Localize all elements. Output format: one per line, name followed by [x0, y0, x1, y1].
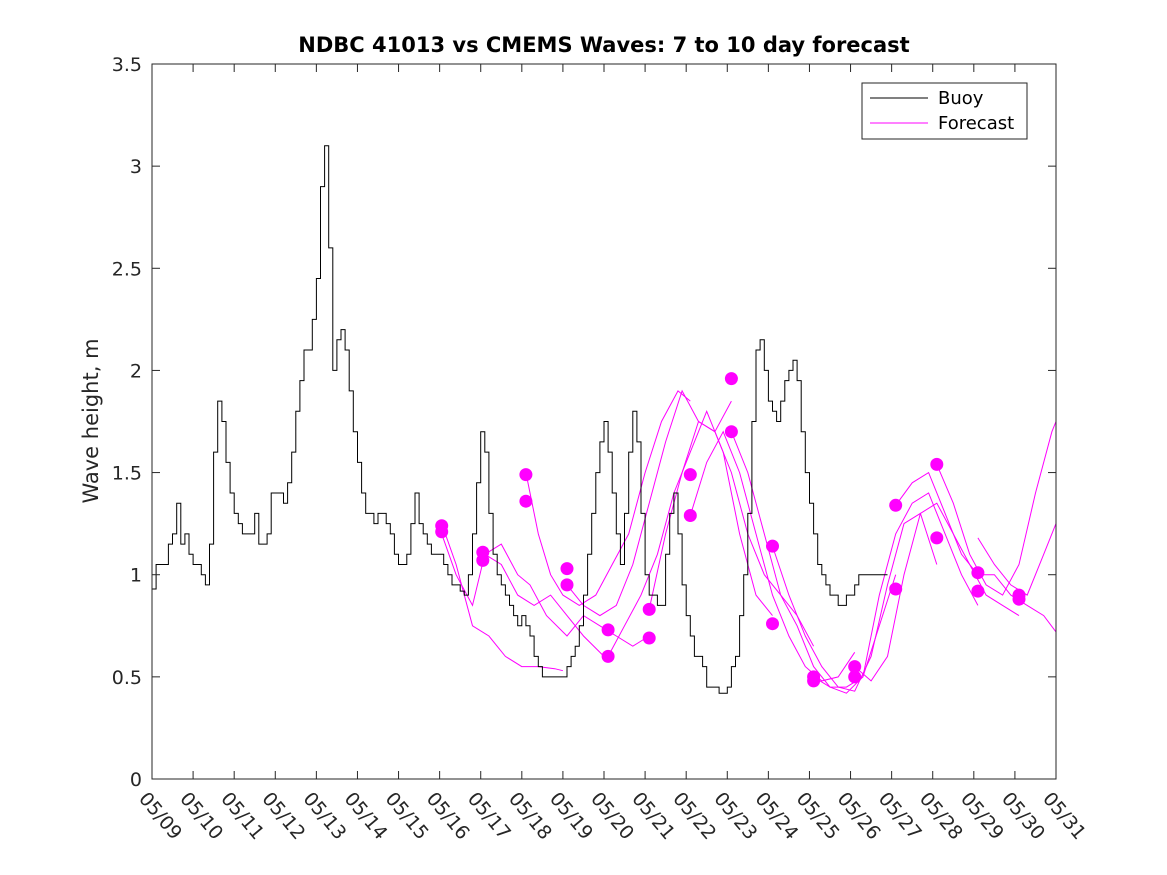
forecast-marker-22 [848, 670, 862, 684]
forecast-line-11 [813, 492, 979, 694]
forecast-marker-7 [560, 562, 574, 576]
buoy-line [152, 145, 888, 694]
forecast-line-4 [525, 390, 691, 606]
forecast-marker-17 [766, 539, 779, 553]
forecast-marker-24 [889, 582, 903, 596]
legend-label-buoy: Buoy [938, 88, 984, 109]
forecast-marker-5 [519, 468, 533, 482]
forecast-marker-11 [642, 602, 656, 616]
forecast-marker-12 [642, 631, 656, 645]
chart-title: NDBC 41013 vs CMEMS Waves: 7 to 10 day f… [298, 33, 909, 57]
forecast-marker-27 [971, 566, 985, 580]
forecast-marker-6 [519, 494, 533, 508]
forecast-marker-26 [930, 531, 944, 545]
y-tick-label-7: 3.5 [112, 54, 142, 76]
forecast-marker-2 [435, 525, 449, 539]
forecast-marker-13 [683, 468, 697, 482]
y-axis-label: Wave height, m [79, 338, 103, 503]
forecast-marker-30 [1012, 592, 1026, 606]
forecast-marker-8 [560, 578, 574, 592]
forecast-line-14 [936, 421, 1057, 596]
legend-box [861, 82, 1028, 140]
forecast-marker-20 [807, 674, 821, 688]
y-tick-label-2: 1 [130, 565, 142, 587]
forecast-marker-10 [601, 649, 615, 663]
forecast-marker-16 [724, 425, 738, 439]
y-tick-label-3: 1.5 [112, 463, 142, 485]
forecast-line-3 [484, 543, 650, 647]
legend: Buoy Forecast [861, 82, 1028, 140]
forecast-marker-18 [766, 617, 779, 631]
y-tick-label-1: 0.5 [112, 667, 142, 689]
forecast-line-12 [854, 502, 1020, 682]
y-tick-label-5: 2.5 [112, 258, 142, 280]
forecast-line-6 [607, 409, 773, 657]
y-tick-label-0: 0 [130, 769, 142, 791]
forecast-marker-4 [476, 553, 490, 567]
forecast-line-8 [689, 430, 856, 682]
forecast-marker-28 [971, 584, 985, 598]
y-tick-label-4: 2 [130, 360, 142, 382]
forecast-marker-9 [601, 623, 615, 637]
y-tick-label-6: 3 [130, 156, 142, 178]
forecast-marker-14 [683, 509, 697, 522]
forecast-marker-21 [848, 660, 862, 674]
forecast-marker-25 [930, 457, 944, 471]
forecast-line-9 [730, 431, 897, 688]
forecast-line-10 [772, 512, 938, 692]
forecast-marker-15 [724, 372, 738, 386]
legend-label-forecast: Forecast [938, 113, 1014, 134]
forecast-marker-23 [889, 498, 903, 512]
